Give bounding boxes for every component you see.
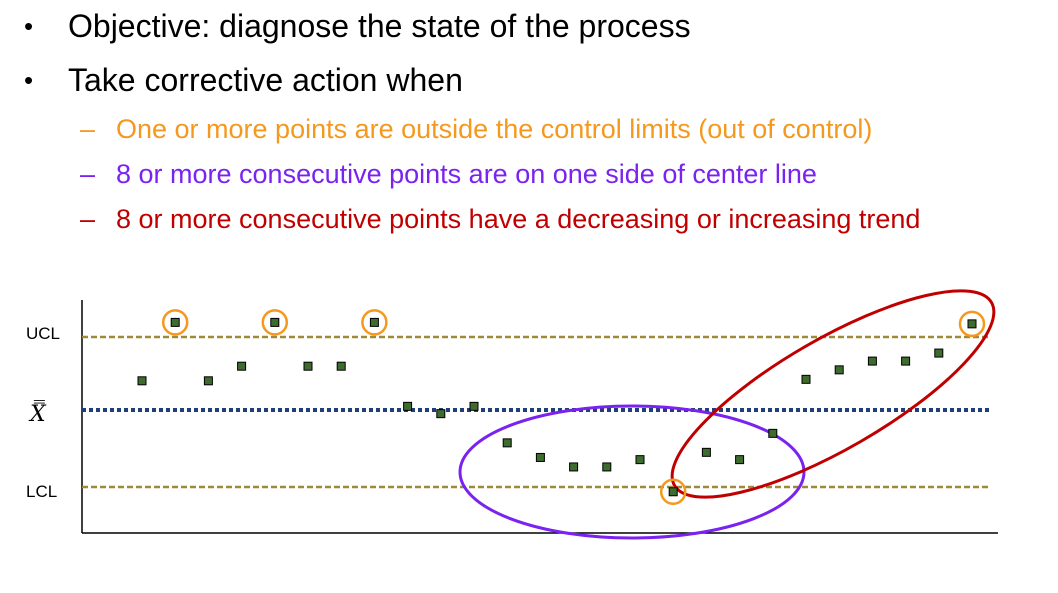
sub-bullet-text: 8 or more consecutive points have a decr… — [116, 204, 921, 234]
data-points — [137, 317, 977, 497]
out-of-control-circle — [958, 310, 986, 338]
out-of-control-circle — [161, 309, 189, 336]
one-side-ellipse — [458, 404, 806, 540]
out-of-control-circle — [659, 478, 687, 506]
data-point — [336, 361, 346, 371]
data-point — [834, 365, 844, 375]
sub-bullet-text: 8 or more consecutive points are on one … — [116, 159, 817, 189]
data-point — [237, 361, 247, 371]
lcl-label: LCL — [26, 482, 57, 501]
data-point — [270, 317, 280, 327]
data-point — [602, 462, 612, 472]
dash-icon: – — [80, 204, 96, 234]
data-point — [469, 401, 479, 411]
bullet-dot-icon: • — [24, 11, 34, 41]
sub-bullet-text: One or more points are outside the contr… — [116, 114, 873, 144]
data-point — [901, 356, 911, 366]
data-point — [369, 317, 379, 327]
out-of-control-circle — [361, 309, 388, 336]
out-of-control-markers — [161, 309, 986, 506]
bullet-dot-icon: • — [24, 65, 34, 95]
out-of-control-circle — [261, 309, 289, 336]
data-point — [303, 361, 313, 371]
data-point — [170, 317, 180, 327]
data-point — [502, 438, 512, 448]
data-point — [137, 376, 147, 386]
bullet-text: Objective: diagnose the state of the pro… — [68, 8, 691, 44]
data-point — [203, 376, 213, 386]
data-point — [436, 409, 446, 419]
data-point — [967, 319, 977, 329]
chart-axes — [81, 300, 998, 534]
data-point — [768, 428, 778, 438]
data-point — [635, 455, 645, 465]
trend-ellipse — [670, 289, 996, 499]
dash-icon: – — [80, 114, 96, 144]
data-point — [701, 447, 711, 457]
data-point — [668, 487, 678, 497]
data-point — [801, 374, 811, 384]
data-point — [867, 356, 877, 366]
bullet-text: Take corrective action when — [68, 62, 463, 98]
dash-icon: – — [80, 159, 96, 189]
data-point — [569, 462, 579, 472]
data-point — [535, 452, 545, 462]
bullet-corrective-action: • Take corrective action when — [24, 62, 463, 98]
bullet-objective: • Objective: diagnose the state of the pr… — [24, 8, 691, 44]
data-point — [934, 348, 944, 358]
sub-bullet-out-of-control: – One or more points are outside the cont… — [80, 113, 872, 145]
data-point — [735, 455, 745, 465]
data-point — [403, 401, 413, 411]
center-line-label: X̿ — [28, 400, 47, 427]
sub-bullet-one-side: –8 or more consecutive points are on one… — [80, 158, 817, 190]
sub-bullet-trend: –8 or more consecutive points have a dec… — [80, 203, 920, 235]
ucl-label: UCL — [26, 324, 60, 343]
